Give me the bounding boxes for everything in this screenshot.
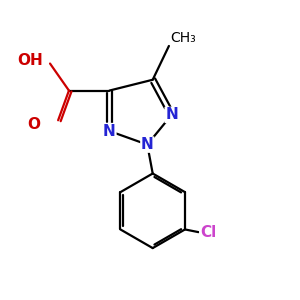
Text: N: N: [103, 124, 116, 139]
Text: N: N: [141, 137, 154, 152]
Text: Cl: Cl: [200, 225, 216, 240]
Text: O: O: [27, 117, 40, 132]
Text: N: N: [165, 107, 178, 122]
Text: OH: OH: [17, 53, 43, 68]
Text: CH₃: CH₃: [170, 31, 196, 45]
